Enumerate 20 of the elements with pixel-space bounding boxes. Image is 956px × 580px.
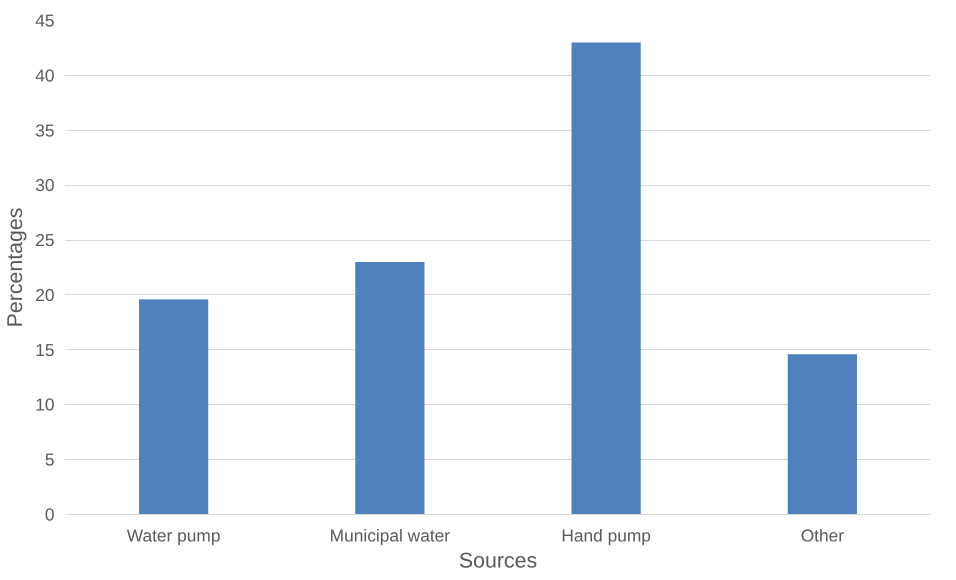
y-tick-label: 35 — [35, 120, 55, 140]
y-tick-label: 40 — [35, 65, 55, 86]
y-tick-label: 20 — [35, 284, 55, 305]
y-axis-title: Percentages — [3, 208, 28, 328]
bar — [572, 42, 641, 514]
bar — [788, 354, 857, 514]
y-tick-label: 15 — [35, 340, 55, 360]
y-tick-label: 25 — [35, 230, 55, 250]
x-tick-label: Municipal water — [330, 526, 450, 546]
bar — [355, 262, 424, 514]
y-tick-label: 30 — [35, 175, 55, 196]
y-tick-label: 0 — [44, 504, 55, 524]
y-tick-label: 10 — [35, 394, 55, 415]
x-tick-label: Other — [800, 526, 844, 546]
y-tick-label: 45 — [35, 10, 55, 30]
x-tick-label: Water pump — [126, 526, 220, 546]
bar — [139, 299, 208, 514]
x-tick-label: Hand pump — [561, 526, 651, 546]
y-tick-label: 5 — [44, 450, 55, 470]
x-axis-title: Sources — [458, 548, 538, 572]
